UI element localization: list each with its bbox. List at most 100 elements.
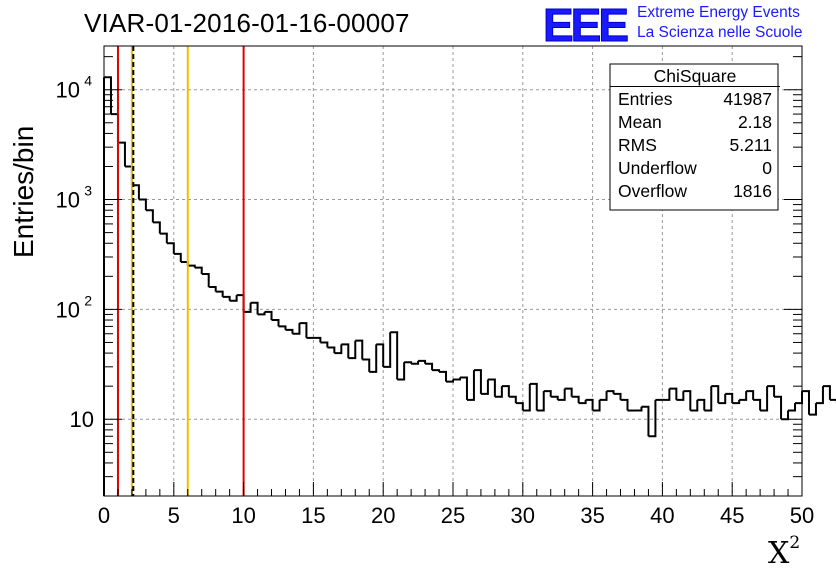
- histogram-bin: [802, 390, 810, 415]
- x-axis-label: X2: [768, 533, 801, 571]
- stats-row: RMS 5.211: [612, 134, 778, 157]
- histogram-bin: [362, 358, 371, 372]
- histogram-bin: [404, 361, 413, 364]
- histogram-bin: [285, 328, 294, 334]
- y-tick-label: 10: [56, 297, 80, 322]
- histogram-bin: [648, 399, 657, 438]
- histogram-bin: [152, 221, 161, 234]
- histogram-bin: [529, 382, 538, 411]
- histogram-bin: [683, 390, 692, 411]
- histogram-bin: [613, 392, 622, 400]
- stats-value: 1816: [733, 181, 772, 201]
- histogram-bin: [620, 398, 629, 411]
- histogram-bin: [746, 390, 755, 400]
- stats-row: Mean 2.18: [612, 111, 778, 134]
- histogram-bin: [138, 198, 147, 211]
- histogram-bin: [676, 391, 685, 401]
- histogram-bin: [459, 376, 468, 400]
- histogram-bin: [180, 261, 189, 266]
- histogram-bin: [117, 141, 126, 167]
- y-tick-exponent: 3: [84, 183, 92, 199]
- stats-value: 2.18: [737, 112, 772, 132]
- histogram-bin: [264, 310, 273, 321]
- histogram-bin: [271, 319, 280, 327]
- y-tick-label: 10: [56, 78, 80, 103]
- stats-value: 5.211: [729, 135, 773, 155]
- histogram-bin: [229, 295, 238, 302]
- x-axis-label-base: X: [768, 536, 790, 571]
- histogram-bin: [194, 266, 203, 274]
- histogram-bin: [473, 369, 482, 394]
- histogram-bin: [564, 387, 573, 397]
- x-tick-label: 25: [441, 503, 465, 528]
- histogram-bin: [739, 391, 748, 401]
- histogram-bin: [753, 398, 762, 411]
- histogram-bin: [173, 252, 182, 263]
- histogram-bin: [599, 391, 608, 401]
- x-tick-label: 20: [371, 503, 395, 528]
- histogram-bin: [522, 383, 531, 412]
- stats-value: 41987: [723, 89, 772, 109]
- stats-row: Underflow 0: [612, 157, 778, 180]
- x-tick-label: 10: [231, 503, 255, 528]
- histogram-bin: [829, 398, 836, 404]
- histogram-bin: [606, 390, 615, 394]
- histogram-bin: [487, 378, 496, 397]
- histogram-bin: [257, 311, 266, 316]
- histogram-bin: [327, 346, 336, 354]
- histogram-bin: [557, 388, 566, 401]
- histogram-bin: [453, 377, 461, 381]
- histogram-bin: [250, 301, 259, 315]
- histogram-bin: [383, 332, 392, 368]
- x-tick-label: 5: [168, 503, 180, 528]
- histogram-bin: [543, 390, 552, 397]
- histogram-bin: [822, 385, 831, 400]
- histogram-bin: [578, 399, 587, 405]
- histogram-bin: [808, 403, 817, 416]
- histogram-bin: [592, 399, 601, 412]
- histogram-bin: [243, 302, 252, 313]
- histogram-bin: [760, 386, 769, 412]
- histogram-bin: [795, 391, 803, 405]
- histogram-bin: [124, 165, 133, 186]
- histogram-bin: [278, 325, 287, 330]
- histogram-bin: [767, 385, 776, 397]
- histogram-bin: [669, 387, 678, 400]
- histogram-bin: [641, 405, 650, 437]
- stats-label: Mean: [618, 112, 662, 132]
- histogram-bin: [585, 398, 594, 411]
- histogram-bin: [166, 242, 175, 254]
- histogram-bin: [634, 406, 643, 412]
- x-ticks: 0 5 10 15 20 25 30 35 40 45 50: [98, 482, 814, 528]
- histogram-bin: [313, 336, 322, 343]
- x-axis-label-exponent: 2: [789, 533, 801, 553]
- histogram-bin: [550, 395, 559, 400]
- stats-label: Overflow: [618, 181, 688, 201]
- x-tick-label: 40: [650, 503, 674, 528]
- histogram-bin: [788, 403, 797, 412]
- histogram-bin: [222, 295, 231, 301]
- histogram-bin: [334, 344, 343, 355]
- histogram: [103, 76, 836, 496]
- histogram-bin: [432, 369, 441, 372]
- logo-line-1: Extreme Energy Events: [637, 4, 800, 21]
- histogram-bin: [215, 290, 224, 297]
- histogram-bin: [348, 340, 357, 360]
- x-tick-label: 45: [720, 503, 744, 528]
- histogram-bin: [390, 331, 399, 380]
- histogram-bin: [341, 343, 350, 359]
- histogram-bin: [418, 359, 427, 364]
- histogram-bin: [411, 360, 420, 365]
- histogram-bin: [201, 272, 210, 287]
- stats-row: Overflow 1816: [612, 180, 778, 203]
- histogram-bin: [299, 322, 308, 338]
- histogram-bin: [187, 264, 196, 268]
- histogram-bin: [774, 395, 783, 420]
- x-tick-label: 0: [98, 503, 110, 528]
- histogram-bin: [725, 392, 734, 404]
- histogram-bin: [355, 339, 364, 360]
- plot-title: VIAR-01-2016-01-16-00007: [84, 8, 410, 38]
- histogram-bin: [697, 398, 706, 411]
- histogram-bin: [145, 209, 154, 223]
